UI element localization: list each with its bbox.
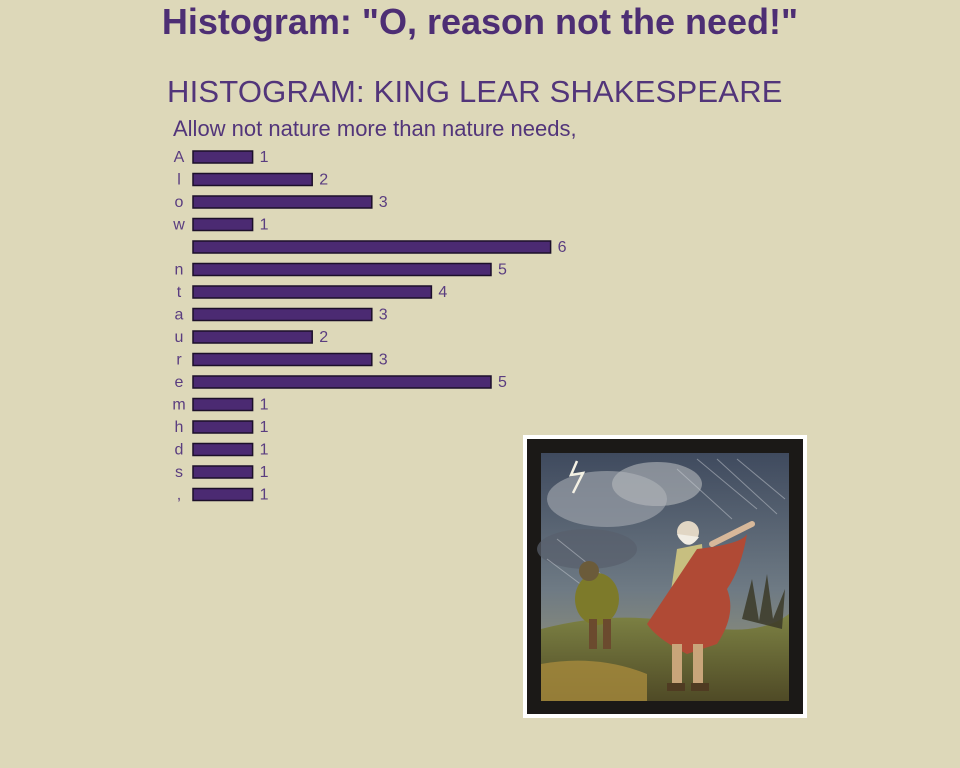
histogram-bar [192, 352, 373, 367]
bar-value-label: 3 [379, 194, 388, 211]
category-label: d [175, 442, 184, 459]
category-label: n [175, 262, 184, 279]
storm-illustration [527, 439, 803, 714]
histogram-bar [192, 465, 254, 479]
page-title: Histogram: "O, reason not the need!" [161, 1, 799, 42]
bar-value-label: 3 [379, 307, 388, 324]
category-label: o [175, 194, 184, 211]
histogram-bar [192, 307, 373, 322]
histogram-bar [192, 487, 254, 502]
histogram-chart: A 1 l 2 o 3 w 1 6 n 5 t 4 a 3 u 2 r 3 e 5 m 1 h 1 d 1 s 1, 1 [172, 149, 567, 504]
bar-value-label: 1 [260, 149, 269, 166]
category-label: w [172, 217, 185, 234]
bar-value-label: 1 [260, 442, 269, 459]
bar-value-label: 1 [260, 397, 269, 414]
histogram-bar [192, 442, 254, 457]
bar-value-label: 2 [319, 172, 328, 189]
bar-value-label: 1 [260, 487, 269, 504]
category-label: e [175, 374, 184, 391]
histogram-bar [192, 195, 373, 209]
category-label: u [175, 329, 184, 346]
category-label: t [177, 284, 182, 301]
bar-value-label: 2 [319, 329, 328, 346]
histogram-bar [192, 375, 492, 389]
king-lear-painting [523, 435, 807, 718]
histogram-bar [192, 330, 313, 344]
category-label: r [176, 352, 182, 369]
histogram-bar [192, 217, 254, 232]
chart-subtitle: Allow not nature more than nature needs, [173, 116, 577, 141]
bar-value-label: 6 [558, 239, 567, 256]
category-label: l [177, 172, 181, 189]
category-label: s [175, 464, 183, 481]
bar-value-label: 1 [260, 419, 269, 436]
bar-value-label: 1 [260, 464, 269, 481]
histogram-bar [192, 397, 254, 412]
histogram-bar [192, 420, 254, 434]
category-label: a [175, 307, 184, 324]
bar-value-label: 5 [498, 374, 507, 391]
histogram-bar [192, 240, 552, 254]
bar-value-label: 5 [498, 262, 507, 279]
bar-value-label: 3 [379, 352, 388, 369]
category-label: m [172, 397, 185, 414]
category-label: h [175, 419, 184, 436]
histogram-bar [192, 285, 433, 299]
category-label: , [177, 487, 181, 504]
histogram-bar [192, 172, 313, 187]
bar-value-label: 1 [260, 217, 269, 234]
histogram-bar [192, 262, 492, 277]
category-label: A [174, 149, 185, 166]
bar-value-label: 4 [438, 284, 447, 301]
chart-title: HISTOGRAM: KING LEAR SHAKESPEARE [167, 74, 783, 109]
histogram-bar [192, 150, 254, 164]
